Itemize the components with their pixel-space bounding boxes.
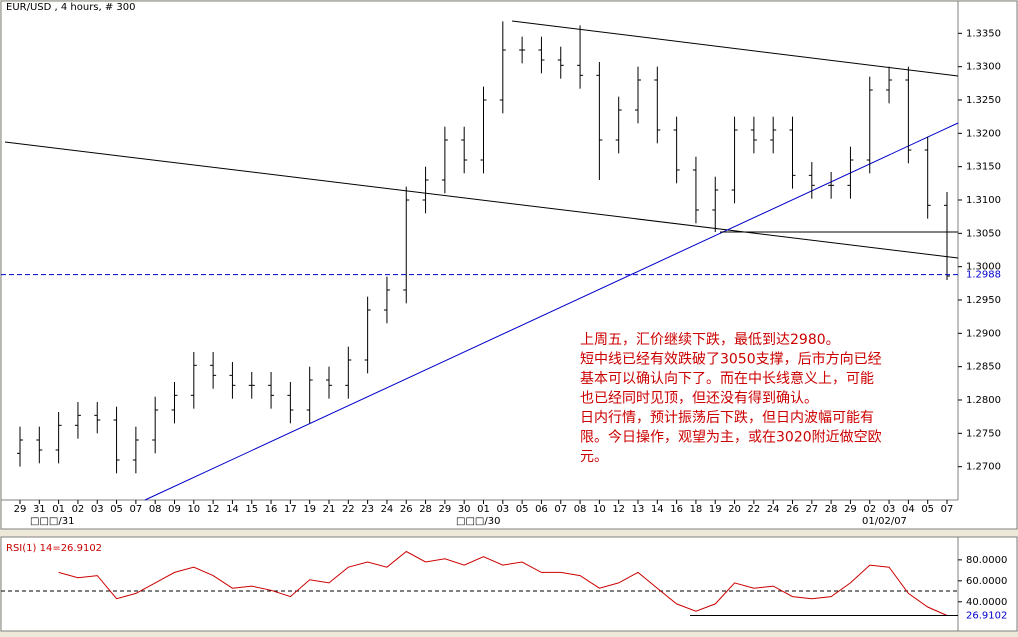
annotation: 上周五，汇价继续下跌，最低到达2980。: [580, 331, 840, 348]
x-tick-label: 03: [91, 504, 104, 515]
y-tick-label: 1.2850: [966, 362, 1001, 373]
x-tick-label: 08: [574, 504, 587, 515]
x-tick-label: 21: [323, 504, 336, 515]
x-tick-label: 12: [612, 504, 625, 515]
x-tick-label: 05: [110, 504, 123, 515]
x-tick-label: 03: [496, 504, 509, 515]
x-tick-label: 14: [651, 504, 664, 515]
y-tick-label: 1.3050: [966, 228, 1001, 239]
x-tick-label: 16: [670, 504, 683, 515]
annotation: 元。: [580, 449, 608, 465]
y-tick-label: 1.2950: [966, 295, 1001, 306]
rsi-line: [58, 550, 948, 616]
x-tick-label: 23: [361, 504, 374, 515]
annotation: 基本可以确认向下了。而在中长线意义上，可能: [580, 370, 874, 387]
price-panel: [0, 0, 1018, 530]
x-tick-label: 13: [632, 504, 645, 515]
y-tick-label: 1.3100: [966, 195, 1001, 206]
x-tick-label: 27: [805, 504, 818, 515]
x-tick-label: 19: [303, 504, 316, 515]
x-tick-label: 02: [863, 504, 876, 515]
x-tick-label: 02: [72, 504, 85, 515]
x-tick-label: 10: [593, 504, 606, 515]
x-tick-label: 19: [709, 504, 722, 515]
x-tick-label: 03: [883, 504, 896, 515]
x-tick-label: 20: [728, 504, 741, 515]
x-tick-label: 22: [342, 504, 355, 515]
x-tick-label: 08: [149, 504, 162, 515]
x-tick-label: 18: [690, 504, 703, 515]
x-tick-label: 05: [921, 504, 934, 515]
x-tick-label: 10: [187, 504, 200, 515]
trend-line: [144, 122, 959, 501]
x-sublabel: □□□/31: [30, 516, 74, 527]
x-sublabel: □□□/30: [456, 516, 500, 527]
last-value-label: 26.9102: [966, 611, 1007, 622]
x-tick-label: 04: [902, 504, 915, 515]
x-tick-label: 31: [33, 504, 46, 515]
x-tick-label: 24: [767, 504, 780, 515]
x-tick-label: 15: [245, 504, 258, 515]
last-price-label: 1.2988: [966, 270, 1001, 281]
y-tick-label: 1.2900: [966, 328, 1001, 339]
x-tick-label: 28: [825, 504, 838, 515]
x-tick-label: 26: [400, 504, 413, 515]
x-tick-label: 01: [52, 504, 65, 515]
x-tick-label: 09: [168, 504, 181, 515]
annotation: 短中线已经有效跌破了3050支撑，后市方向已经: [580, 351, 882, 368]
annotation: 也已经同时见顶，但还没有得到确认。: [580, 390, 818, 407]
annotation: 日内行情，预计振荡后下跌，但日内波幅可能有: [580, 410, 874, 426]
x-tick-label: 12: [207, 504, 220, 515]
x-tick-label: 29: [844, 504, 857, 515]
y-tick-label: 1.3350: [966, 28, 1001, 39]
y-tick-label: 1.2700: [966, 462, 1001, 473]
x-tick-label: 06: [535, 504, 548, 515]
y-tick-label: 1.3000: [966, 262, 1001, 273]
x-tick-label: 14: [226, 504, 239, 515]
y-tick-label: 40.0000: [966, 597, 1007, 608]
x-tick-label: 22: [748, 504, 761, 515]
x-tick-label: 29: [14, 504, 27, 515]
x-tick-label: 26: [786, 504, 799, 515]
y-tick-label: 1.2800: [966, 395, 1001, 406]
x-tick-label: 28: [419, 504, 432, 515]
rsi-title: RSI(1) 14=26.9102: [6, 543, 102, 554]
y-tick-label: 60.0000: [966, 576, 1007, 587]
x-tick-label: 07: [130, 504, 143, 515]
y-tick-label: 1.3150: [966, 162, 1001, 173]
y-tick-label: 1.3200: [966, 128, 1001, 139]
trend-line: [4, 141, 959, 259]
x-tick-label: 24: [381, 504, 394, 515]
annotation: 限。今日操作，观望为主，或在3020附近做空欧: [580, 430, 882, 446]
x-tick-label: 29: [439, 504, 452, 515]
chart-title: EUR/USD , 4 hours, # 300: [6, 2, 136, 13]
y-tick-label: 1.3300: [966, 62, 1001, 73]
trend-line: [511, 20, 959, 77]
x-tick-label: 30: [458, 504, 471, 515]
x-tick-label: 01: [477, 504, 490, 515]
y-tick-label: 1.3250: [966, 95, 1001, 106]
x-tick-label: 07: [941, 504, 954, 515]
x-tick-label: 16: [265, 504, 278, 515]
y-tick-label: 80.0000: [966, 555, 1007, 566]
y-tick-label: 1.2750: [966, 428, 1001, 439]
x-tick-label: 05: [516, 504, 529, 515]
x-tick-label: 07: [554, 504, 567, 515]
x-sublabel: 01/02/07: [862, 516, 907, 527]
x-tick-label: 17: [284, 504, 297, 515]
